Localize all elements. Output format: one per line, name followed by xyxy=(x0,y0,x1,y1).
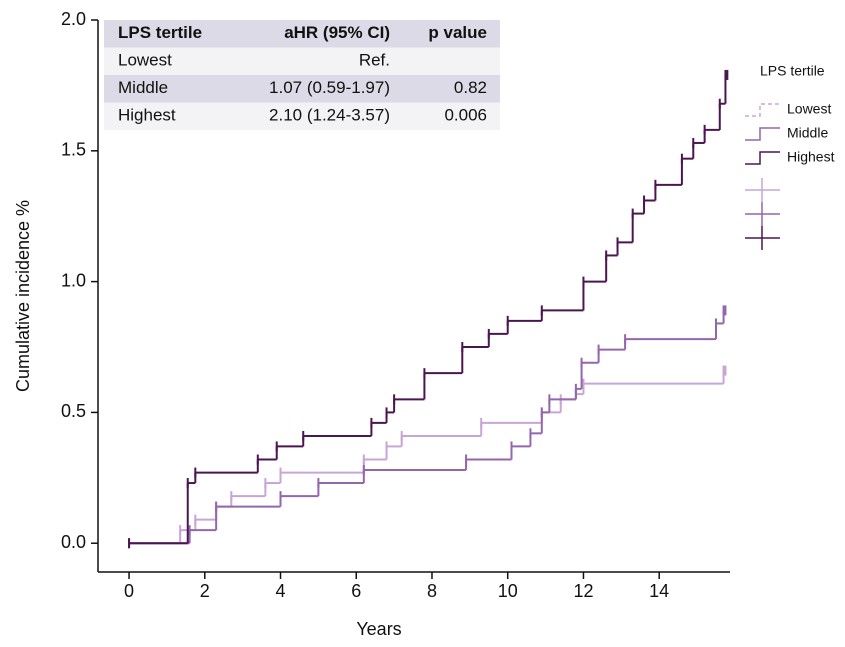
table-cell: Ref. xyxy=(359,51,390,70)
legend-glyph xyxy=(745,103,780,117)
x-tick-label: 14 xyxy=(649,581,669,601)
table-header: p value xyxy=(428,23,487,42)
y-tick-label: 0.5 xyxy=(61,401,86,421)
table-row-bg xyxy=(104,47,500,75)
x-tick-label: 0 xyxy=(124,581,134,601)
table-cell: Lowest xyxy=(118,51,172,70)
x-axis-title: Years xyxy=(356,619,401,639)
y-tick-label: 2.0 xyxy=(61,9,86,29)
legend-glyph xyxy=(745,151,780,165)
table-row-bg xyxy=(104,75,500,103)
legend-cross xyxy=(745,178,780,202)
y-axis-title: Cumulative incidence % xyxy=(13,200,33,392)
legend-cross xyxy=(745,202,780,226)
legend-label: Highest xyxy=(787,149,835,165)
x-tick-label: 12 xyxy=(573,581,593,601)
legend-glyph xyxy=(745,127,780,141)
legend-label: Middle xyxy=(787,125,828,141)
table-cell: 0.82 xyxy=(454,78,487,97)
legend-label: Lowest xyxy=(787,101,831,117)
x-tick-label: 10 xyxy=(498,581,518,601)
x-tick-label: 6 xyxy=(351,581,361,601)
x-tick-label: 8 xyxy=(427,581,437,601)
x-tick-label: 2 xyxy=(200,581,210,601)
table-cell: Middle xyxy=(118,78,168,97)
x-tick-label: 4 xyxy=(276,581,286,601)
y-tick-label: 0.0 xyxy=(61,532,86,552)
table-row-bg xyxy=(104,20,500,48)
table-cell: 0.006 xyxy=(444,106,487,125)
y-tick-label: 1.0 xyxy=(61,270,86,290)
legend-cross xyxy=(745,226,780,250)
table-cell: 2.10 (1.24-3.57) xyxy=(269,106,390,125)
legend-title: LPS tertile xyxy=(760,63,825,79)
table-cell: Highest xyxy=(118,106,176,125)
table-cell: 1.07 (0.59-1.97) xyxy=(269,78,390,97)
y-tick-label: 1.5 xyxy=(61,140,86,160)
table-row-bg xyxy=(104,102,500,130)
table-header: aHR (95% CI) xyxy=(284,23,390,42)
table-header: LPS tertile xyxy=(118,23,202,42)
